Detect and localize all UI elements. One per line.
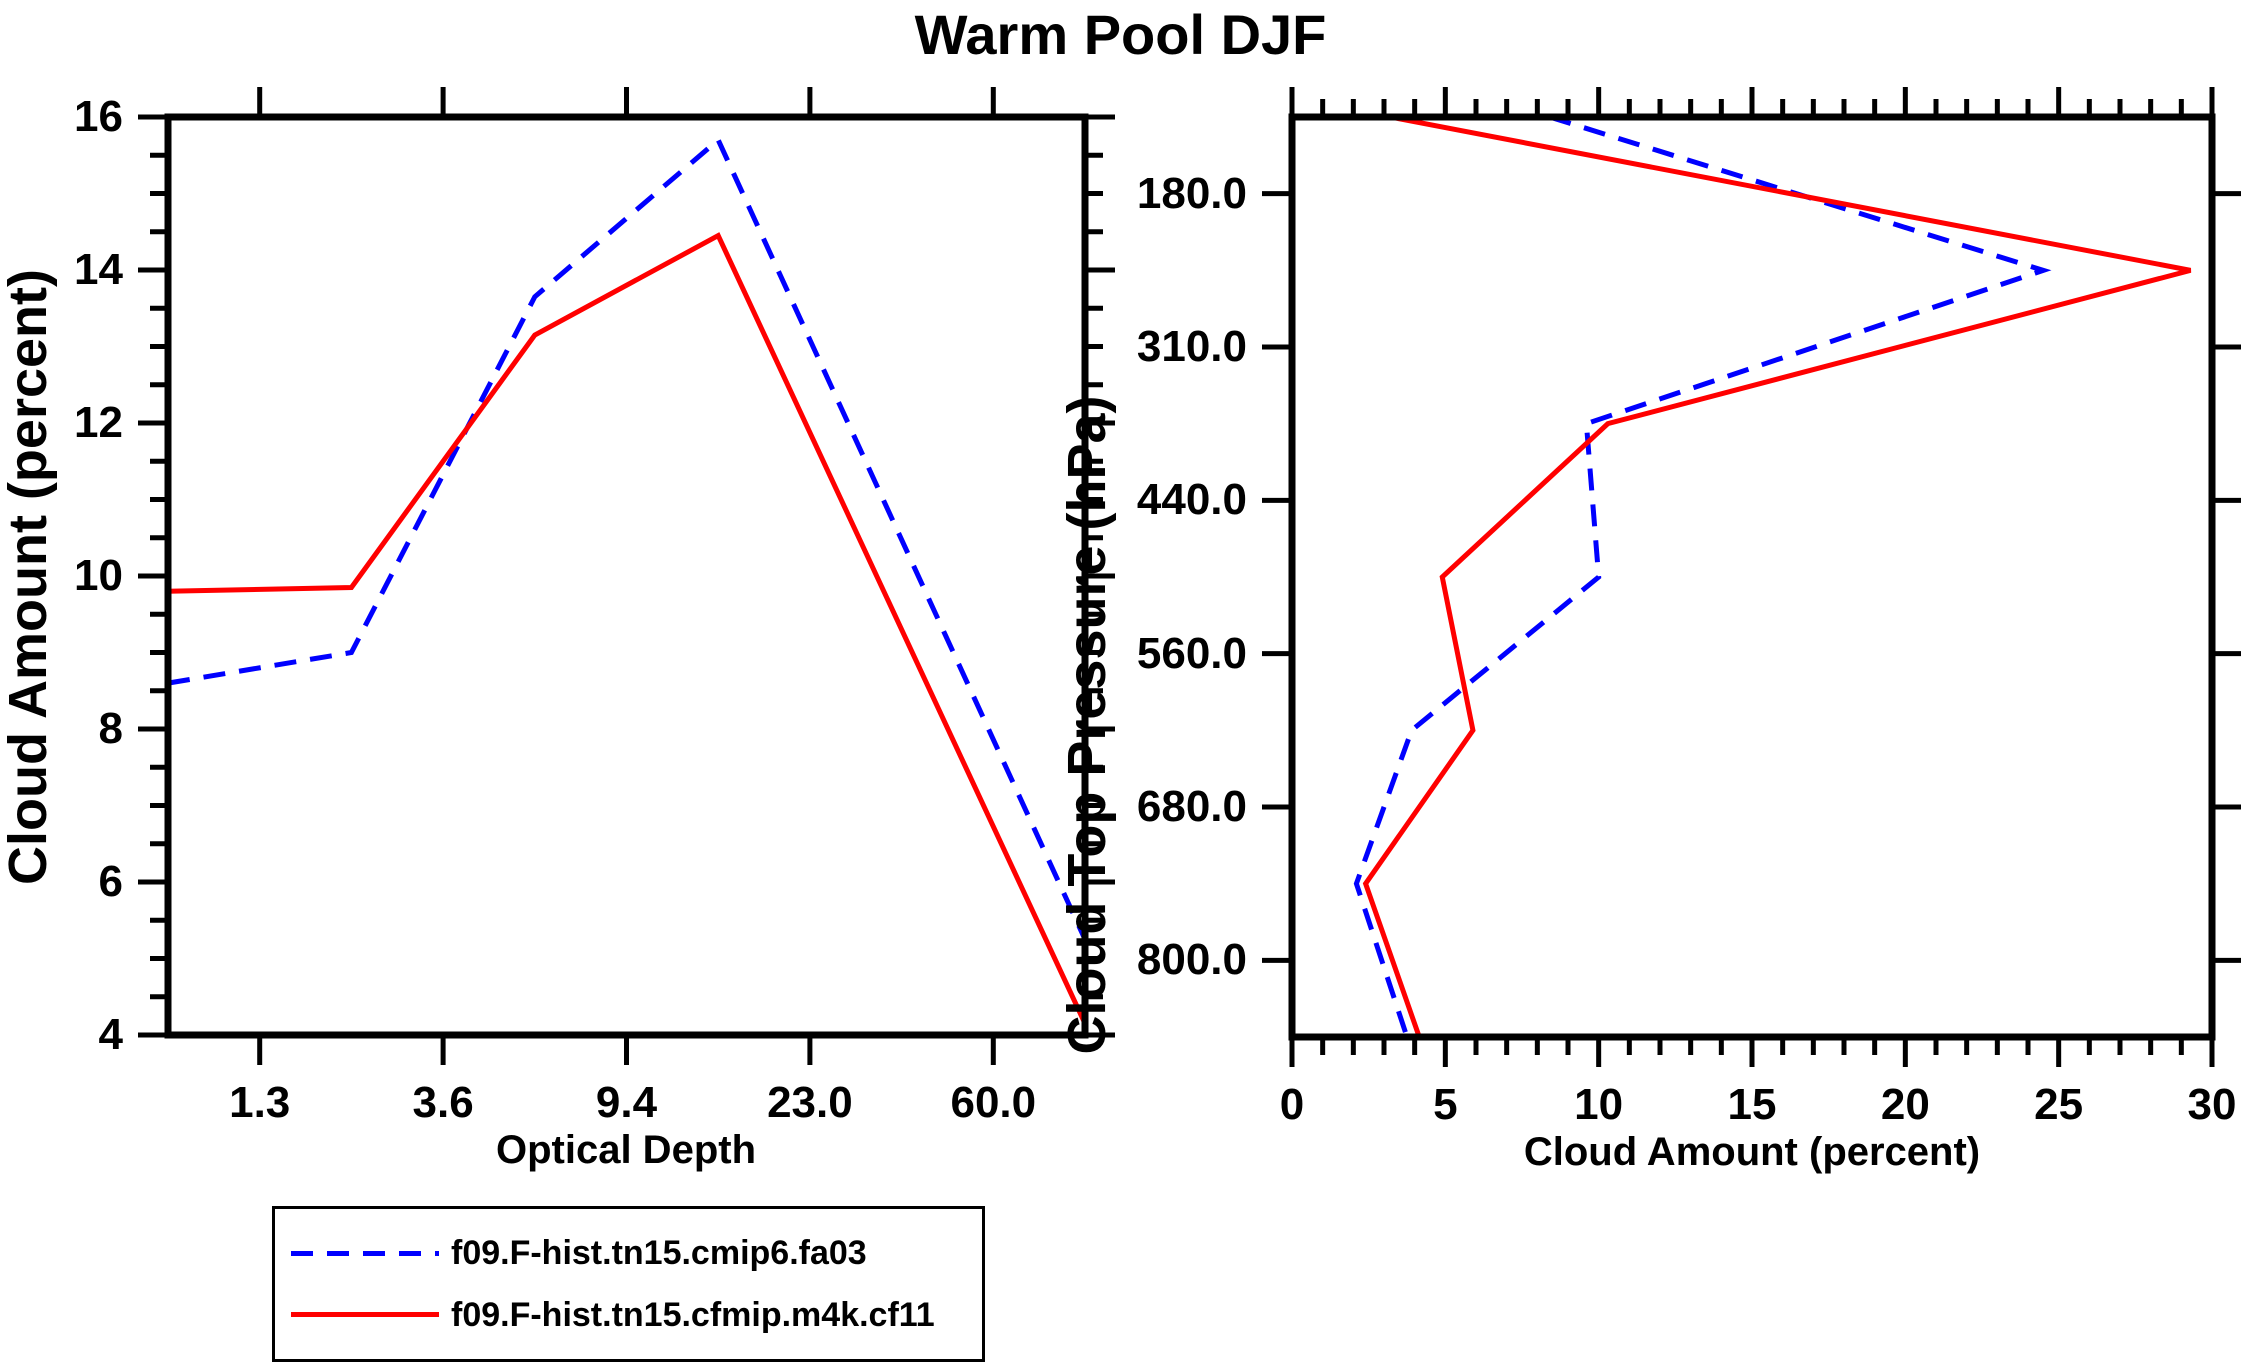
- tick-label: 9.4: [595, 1078, 658, 1127]
- tick-label: 10: [74, 551, 123, 600]
- tick-label: 25: [2034, 1080, 2084, 1129]
- tick-label: 3.6: [412, 1078, 474, 1127]
- left-y-axis-title: Cloud Amount (percent): [0, 269, 58, 885]
- tick-label: 440.0: [1136, 475, 1247, 525]
- tick-label: 60.0: [950, 1078, 1037, 1127]
- legend-label-cfmip: f09.F-hist.tn15.cfmip.m4k.cf11: [451, 1295, 935, 1334]
- right-y-axis-title: Cloud Top Pressure (hPa): [1057, 395, 1117, 1055]
- tick-label: 0: [1279, 1080, 1305, 1129]
- tick-label: 15: [1727, 1080, 1777, 1129]
- tick-label: 310.0: [1136, 322, 1247, 371]
- tick-label: 20: [1880, 1080, 1930, 1129]
- legend-box: f09.F-hist.tn15.cmip6.fa03 f09.F-hist.tn…: [272, 1206, 985, 1362]
- tick-label: 16: [74, 92, 123, 141]
- legend-solid-line-sample: [291, 1312, 439, 1318]
- left-panel-frame: [164, 113, 1089, 1039]
- tick-label: 5: [1433, 1080, 1458, 1129]
- tick-label: 800.0: [1136, 935, 1247, 985]
- right-x-axis-title: Cloud Amount (percent): [1523, 1130, 1981, 1174]
- tick-label: 560.0: [1136, 628, 1247, 678]
- tick-label: 23.0: [767, 1078, 853, 1127]
- tick-label: 8: [98, 704, 123, 753]
- series-line-dashed: [167, 135, 1088, 941]
- legend-dashed-line-sample: [291, 1250, 439, 1256]
- tick-label: 1.3: [229, 1078, 291, 1127]
- tick-label: 12: [74, 398, 123, 447]
- series-line-solid: [1362, 114, 2192, 1038]
- tick-label: 10: [1574, 1080, 1624, 1129]
- tick-label: 4: [98, 1010, 123, 1059]
- series-line-solid: [167, 232, 1088, 1025]
- tick-label: 14: [74, 245, 123, 294]
- tick-label: 30: [2187, 1080, 2237, 1129]
- chart-title: Warm Pool DJF: [914, 3, 1327, 66]
- legend-entry-cmip6: f09.F-hist.tn15.cmip6.fa03: [291, 1236, 982, 1270]
- tick-label: 680.0: [1136, 782, 1247, 831]
- series-line-dashed: [1353, 114, 2052, 1038]
- left-x-axis-title: Optical Depth: [495, 1128, 757, 1172]
- tick-label: 180.0: [1136, 168, 1247, 218]
- legend-label-cmip6: f09.F-hist.tn15.cmip6.fa03: [451, 1234, 867, 1273]
- right-panel-frame: [1288, 113, 2216, 1041]
- legend-entry-cfmip: f09.F-hist.tn15.cfmip.m4k.cf11: [291, 1298, 982, 1332]
- tick-label: 6: [98, 857, 123, 906]
